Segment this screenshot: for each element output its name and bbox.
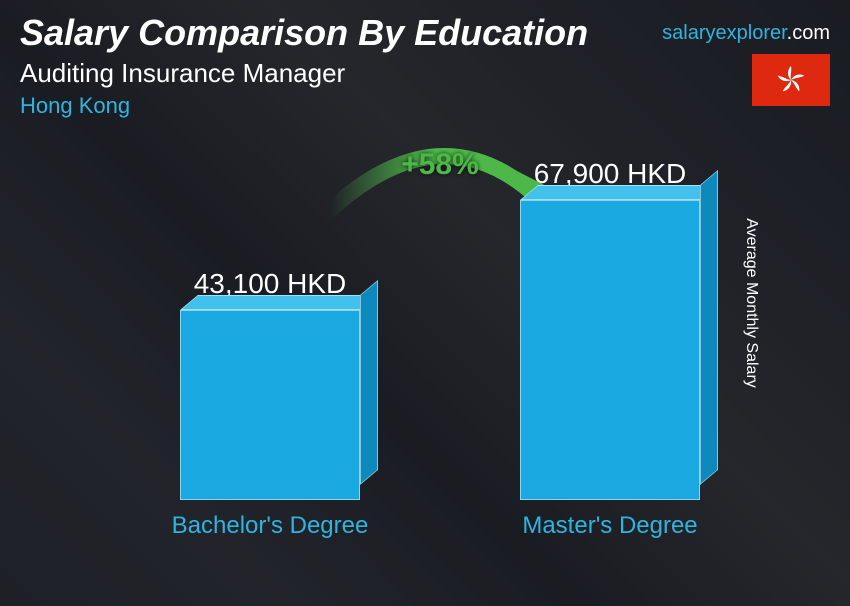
bar-3d [520,200,700,500]
bar-label: Master's Degree [522,512,697,540]
flag-icon [752,54,830,106]
location-label: Hong Kong [20,93,830,119]
bar-3d [180,310,360,500]
bar-label: Bachelor's Degree [172,512,369,540]
salary-chart: +58% 43,100 HKD Bachelor's Degree 67,900… [140,160,740,576]
brand-suffix: .com [787,22,830,44]
y-axis-label: Average Monthly Salary [742,218,760,388]
job-title: Auditing Insurance Manager [20,58,830,89]
brand-label: salaryexplorer.com [662,22,830,45]
brand-prefix: salary [662,22,715,44]
increase-percent: +58% [401,148,479,182]
brand-mid: explorer [716,22,787,44]
